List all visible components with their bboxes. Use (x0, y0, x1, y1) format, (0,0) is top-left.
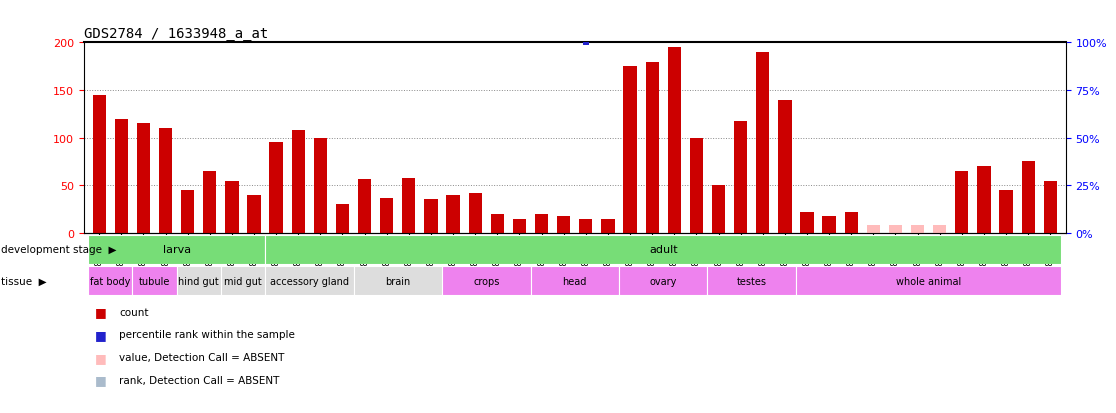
Bar (248, 195, 261, 233)
Text: fat body: fat body (90, 276, 131, 286)
Bar (176, 266, 221, 295)
Text: percentile rank within the sample: percentile rank within the sample (119, 330, 296, 339)
Bar (381, 198, 393, 233)
Bar (645, 62, 658, 233)
Bar (888, 226, 902, 233)
Bar (978, 167, 991, 233)
Text: tubule: tubule (138, 276, 170, 286)
Bar (579, 219, 593, 233)
Text: whole animal: whole animal (896, 276, 961, 286)
Bar (93, 95, 106, 233)
Text: ■: ■ (95, 305, 107, 318)
Bar (442, 266, 530, 295)
Bar (690, 138, 703, 233)
Bar (757, 53, 769, 233)
Bar (88, 235, 266, 264)
Text: GDS2784 / 1633948_a_at: GDS2784 / 1633948_a_at (84, 27, 268, 41)
Bar (557, 216, 570, 233)
Bar (800, 212, 814, 233)
Bar (708, 266, 796, 295)
Bar (424, 199, 437, 233)
Bar (221, 266, 266, 295)
Bar (314, 138, 327, 233)
Bar (88, 266, 133, 295)
Text: adult: adult (648, 245, 677, 255)
Text: brain: brain (385, 276, 411, 286)
Text: tissue  ▶: tissue ▶ (1, 276, 47, 286)
Bar (1043, 181, 1057, 233)
Text: development stage  ▶: development stage ▶ (1, 245, 116, 255)
Bar (535, 214, 548, 233)
Bar (266, 266, 354, 295)
Text: crops: crops (473, 276, 500, 286)
Text: ■: ■ (95, 373, 107, 387)
Bar (513, 219, 526, 233)
Bar (734, 121, 748, 233)
Text: head: head (562, 276, 587, 286)
Text: ■: ■ (95, 351, 107, 364)
Bar (1000, 191, 1012, 233)
Bar (203, 172, 217, 233)
Bar (133, 266, 176, 295)
Text: accessory gland: accessory gland (270, 276, 349, 286)
Bar (619, 266, 708, 295)
Bar (158, 129, 172, 233)
Bar (955, 172, 969, 233)
Bar (624, 67, 636, 233)
Bar (1021, 162, 1035, 233)
Bar (469, 193, 482, 233)
Bar (291, 131, 305, 233)
Bar (491, 214, 504, 233)
Bar (446, 195, 460, 233)
Bar (667, 48, 681, 233)
Text: count: count (119, 307, 148, 317)
Text: ovary: ovary (650, 276, 677, 286)
Text: testes: testes (737, 276, 767, 286)
Text: value, Detection Call = ABSENT: value, Detection Call = ABSENT (119, 352, 285, 362)
Bar (181, 191, 194, 233)
Text: ■: ■ (95, 328, 107, 341)
Text: larva: larva (163, 245, 191, 255)
Bar (778, 100, 791, 233)
Bar (602, 219, 615, 233)
Bar (269, 143, 282, 233)
Bar (266, 235, 1061, 264)
Bar (796, 266, 1061, 295)
Text: hind gut: hind gut (179, 276, 219, 286)
Bar (530, 266, 619, 295)
Text: mid gut: mid gut (224, 276, 262, 286)
Bar (137, 124, 150, 233)
Bar (712, 186, 725, 233)
Bar (225, 181, 239, 233)
Bar (911, 226, 924, 233)
Bar (402, 178, 415, 233)
Bar (336, 205, 349, 233)
Bar (822, 216, 836, 233)
Bar (867, 226, 881, 233)
Bar (358, 179, 372, 233)
Bar (354, 266, 442, 295)
Bar (933, 226, 946, 233)
Text: rank, Detection Call = ABSENT: rank, Detection Call = ABSENT (119, 375, 280, 385)
Bar (845, 212, 858, 233)
Bar (115, 119, 128, 233)
